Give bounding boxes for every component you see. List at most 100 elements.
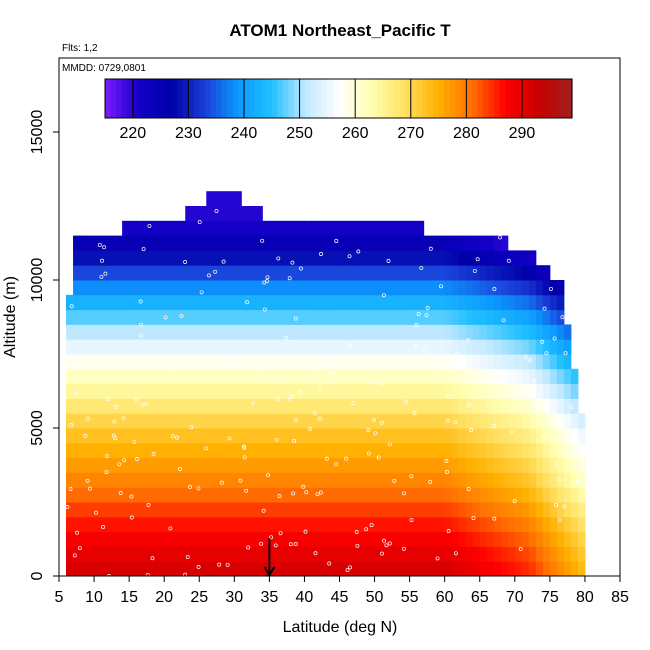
heatmap-cell <box>220 191 228 207</box>
heatmap-cell <box>339 220 348 237</box>
heatmap-cell <box>556 561 565 577</box>
heatmap-cell <box>87 457 95 473</box>
heatmap-cell <box>136 531 144 547</box>
heatmap-cell <box>129 354 137 370</box>
heatmap-cell <box>234 354 242 370</box>
colorbar-segment <box>410 79 417 118</box>
observation-point <box>129 515 134 520</box>
heatmap-cell <box>206 324 214 340</box>
heatmap-cell <box>416 413 425 429</box>
observation-point <box>512 499 517 504</box>
heatmap-cell <box>115 398 123 414</box>
heatmap-cell <box>297 235 305 251</box>
heatmap-cell <box>535 487 544 503</box>
heatmap-cell <box>206 516 214 533</box>
heatmap-cell <box>192 413 200 429</box>
heatmap-cell <box>549 428 558 444</box>
heatmap-cell <box>472 265 481 281</box>
heatmap-cell <box>339 265 348 281</box>
heatmap-cell <box>444 531 453 547</box>
heatmap-cell <box>220 250 228 266</box>
heatmap-cell <box>171 294 179 311</box>
observation-point <box>177 466 182 471</box>
heatmap-cell <box>227 428 235 444</box>
heatmap-cell <box>206 383 214 399</box>
heatmap-cell <box>220 265 228 281</box>
heatmap-cell <box>311 442 319 459</box>
heatmap-cell <box>570 383 579 399</box>
heatmap-cell <box>227 220 235 237</box>
heatmap-cell <box>304 487 312 503</box>
heatmap-cell <box>276 442 284 459</box>
heatmap-cell <box>374 265 383 281</box>
heatmap-cell <box>122 428 130 444</box>
heatmap-cell <box>241 280 249 296</box>
heatmap-cell <box>367 280 376 296</box>
heatmap-cell <box>80 487 88 503</box>
heatmap-cell <box>94 354 102 370</box>
observation-point <box>409 517 414 522</box>
heatmap-cell <box>255 442 263 459</box>
heatmap-cell <box>339 280 348 296</box>
heatmap-cell <box>248 487 256 503</box>
heatmap-cell <box>248 457 256 473</box>
heatmap-cell <box>528 428 537 444</box>
heatmap-cell <box>164 428 172 444</box>
heatmap-cell <box>486 428 495 444</box>
heatmap-cell <box>542 546 551 562</box>
heatmap-cell <box>115 531 123 547</box>
heatmap-cell <box>444 398 453 414</box>
heatmap-cell <box>143 280 151 296</box>
heatmap-cell <box>87 561 95 577</box>
heatmap-cell <box>381 487 390 503</box>
heatmap-cell <box>276 324 284 340</box>
heatmap-cell <box>360 428 369 444</box>
heatmap-cell <box>458 398 467 414</box>
heatmap-cell <box>549 324 558 340</box>
observation-point <box>225 562 230 567</box>
heatmap-cell <box>192 250 200 266</box>
heatmap-cell <box>66 561 74 577</box>
heatmap-cell <box>346 235 355 251</box>
heatmap-cell <box>493 516 502 533</box>
heatmap-cell <box>108 516 116 533</box>
heatmap-cell <box>500 428 509 444</box>
heatmap-cell <box>416 383 425 399</box>
heatmap-cell <box>248 220 256 237</box>
heatmap-cell <box>129 487 137 503</box>
heatmap-cell <box>66 428 74 444</box>
heatmap-cell <box>521 368 530 385</box>
heatmap-cell <box>290 428 298 444</box>
heatmap-cell <box>122 442 130 459</box>
observation-point <box>366 428 371 433</box>
heatmap-cell <box>199 354 207 370</box>
heatmap-cell <box>206 339 214 355</box>
heatmap-cell <box>381 265 390 281</box>
heatmap-cell <box>220 398 228 414</box>
heatmap-cell <box>486 546 495 562</box>
heatmap-cell <box>542 487 551 503</box>
heatmap-cell <box>136 294 144 311</box>
heatmap-cell <box>570 516 579 533</box>
observation-point <box>65 505 70 509</box>
heatmap-cell <box>185 398 193 414</box>
observation-point <box>170 365 175 370</box>
heatmap-cell <box>339 368 348 385</box>
heatmap-cell <box>213 398 221 414</box>
heatmap-cell <box>108 309 116 325</box>
heatmap-cell <box>465 280 474 296</box>
heatmap-cell <box>164 502 172 518</box>
heatmap-cell <box>374 294 383 311</box>
heatmap-cell <box>479 280 488 296</box>
heatmap-cell <box>192 457 200 473</box>
heatmap-cell <box>73 561 81 577</box>
heatmap-cell <box>570 442 579 459</box>
heatmap-cell <box>115 413 123 429</box>
heatmap-cell <box>185 516 193 533</box>
heatmap-cell <box>157 472 165 488</box>
heatmap-cell <box>479 487 488 503</box>
heatmap-cell <box>514 413 523 429</box>
observation-point <box>217 562 222 567</box>
observation-point <box>179 313 184 318</box>
heatmap-cell <box>430 502 439 518</box>
